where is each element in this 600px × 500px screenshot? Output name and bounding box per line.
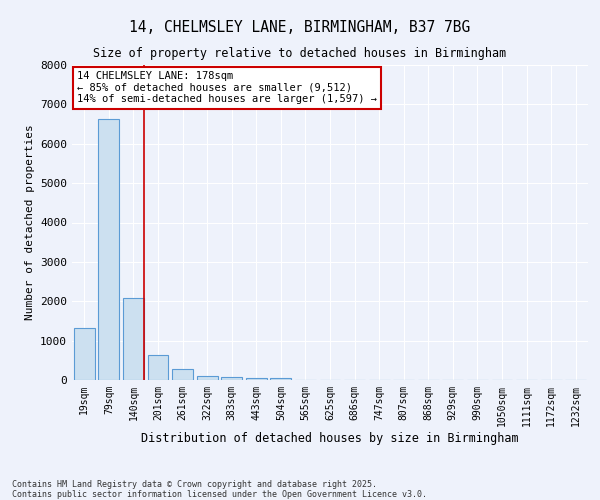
- Bar: [172, 369, 193, 380]
- Text: 14 CHELMSLEY LANE: 178sqm
← 85% of detached houses are smaller (9,512)
14% of se: 14 CHELMSLEY LANE: 178sqm ← 85% of detac…: [77, 72, 377, 104]
- Text: 14, CHELMSLEY LANE, BIRMINGHAM, B37 7BG: 14, CHELMSLEY LANE, BIRMINGHAM, B37 7BG: [130, 20, 470, 35]
- Bar: [197, 376, 218, 380]
- Bar: [148, 355, 169, 380]
- Bar: [74, 328, 95, 380]
- X-axis label: Distribution of detached houses by size in Birmingham: Distribution of detached houses by size …: [141, 432, 519, 444]
- Y-axis label: Number of detached properties: Number of detached properties: [25, 124, 35, 320]
- Text: Size of property relative to detached houses in Birmingham: Size of property relative to detached ho…: [94, 48, 506, 60]
- Bar: [123, 298, 144, 380]
- Bar: [221, 377, 242, 380]
- Bar: [246, 378, 267, 380]
- Bar: [271, 378, 292, 380]
- Bar: [98, 119, 119, 380]
- Text: Contains HM Land Registry data © Crown copyright and database right 2025.
Contai: Contains HM Land Registry data © Crown c…: [12, 480, 427, 499]
